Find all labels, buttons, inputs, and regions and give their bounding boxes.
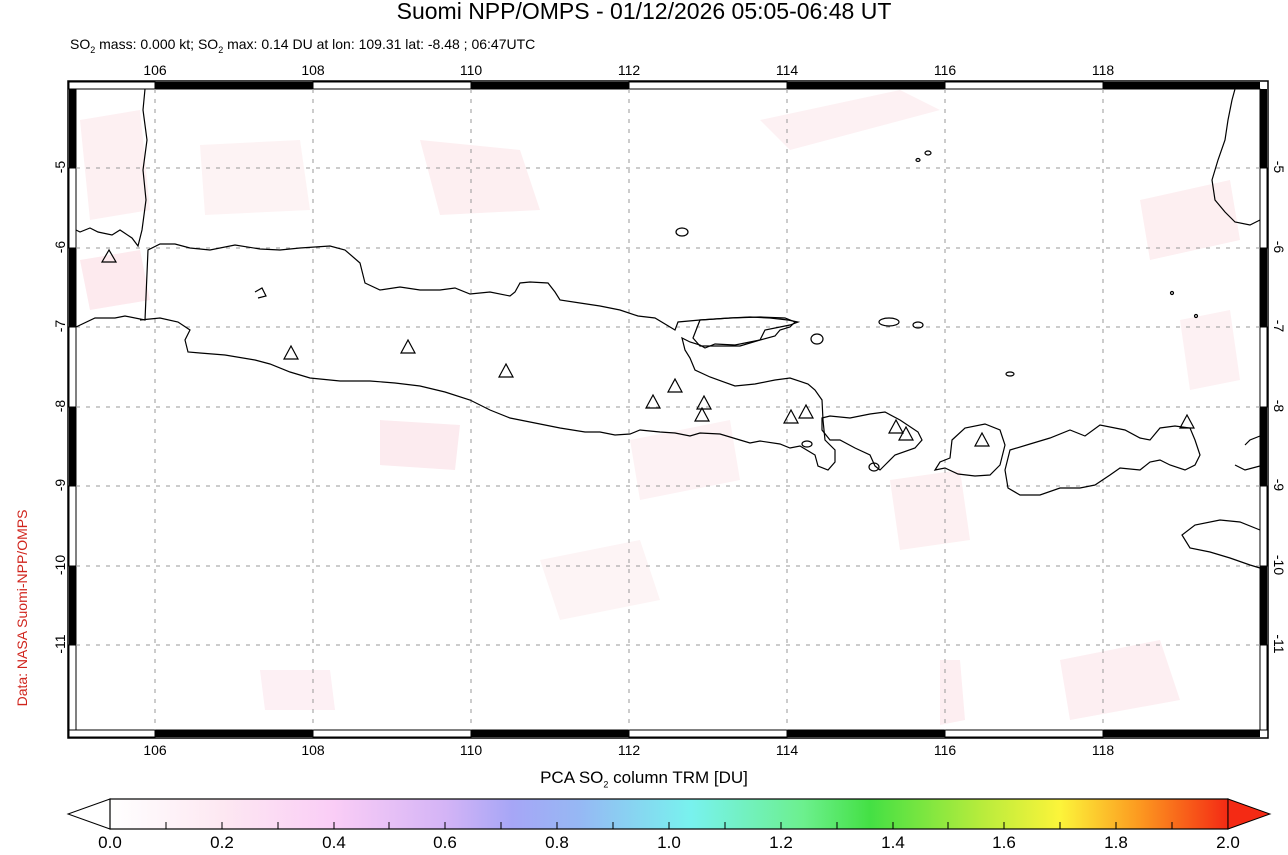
bottom-axis-bar xyxy=(68,729,1260,738)
map-frame xyxy=(67,80,1269,739)
volcano-icon xyxy=(1178,413,1196,429)
subscript: 2 xyxy=(218,44,224,55)
lon-tick-bottom: 108 xyxy=(301,742,325,758)
lon-tick-bottom: 114 xyxy=(775,742,799,758)
volcano-icon xyxy=(100,248,118,263)
colorbar-title: PCA SO2 column TRM [DU] xyxy=(0,768,1288,789)
volcano-icon xyxy=(497,362,515,378)
lat-tick-left: -8 xyxy=(52,399,68,413)
colorbar xyxy=(66,798,1272,830)
colorbar-label: 0.2 xyxy=(210,833,234,852)
volcano-icon xyxy=(644,393,662,409)
so2-label: SO xyxy=(70,36,91,52)
lon-tick-bottom: 106 xyxy=(143,742,167,758)
volcano-icon xyxy=(282,344,300,360)
colorbar-label: 0.6 xyxy=(433,833,457,852)
mass-text: mass: 0.000 kt; SO xyxy=(95,36,219,52)
colorbar-label: 0.8 xyxy=(545,833,569,852)
lon-tick-top: 108 xyxy=(301,62,325,78)
left-axis-bar xyxy=(68,89,77,731)
gridlines xyxy=(76,89,1260,730)
lon-tick-top: 116 xyxy=(933,62,957,78)
lat-tick-left: -5 xyxy=(52,160,68,174)
lat-tick-right: -9 xyxy=(1271,478,1287,492)
colorbar-min-arrow xyxy=(66,798,111,830)
so2-summary: SO2 mass: 0.000 kt; SO2 max: 0.14 DU at … xyxy=(70,36,535,55)
lon-tick-top: 110 xyxy=(459,62,483,78)
lon-tick-top: 114 xyxy=(775,62,799,78)
right-axis-bar xyxy=(1259,89,1268,731)
lon-tick-bottom: 110 xyxy=(459,742,483,758)
colorbar-title-suffix: column TRM [DU] xyxy=(608,768,748,787)
map-title: Suomi NPP/OMPS - 01/12/2026 05:05-06:48 … xyxy=(396,0,892,24)
lon-tick-bottom: 116 xyxy=(933,742,957,758)
lat-tick-right: -10 xyxy=(1271,554,1287,576)
lat-tick-right: -5 xyxy=(1271,160,1287,174)
lat-tick-right: -7 xyxy=(1271,319,1287,333)
colorbar-label: 1.0 xyxy=(657,833,681,852)
lat-tick-right: -8 xyxy=(1271,399,1287,413)
lon-tick-top: 106 xyxy=(143,62,167,78)
volcano-icon xyxy=(887,418,905,434)
max-text: max: 0.14 DU at lon: 109.31 lat: -8.48 ;… xyxy=(223,36,536,52)
lat-tick-left: -11 xyxy=(52,634,68,654)
colorbar-label: 0.4 xyxy=(322,833,346,852)
lat-tick-left: -10 xyxy=(52,554,68,576)
volcano-icon xyxy=(897,425,915,441)
coastlines xyxy=(75,88,1261,569)
lon-tick-bottom: 118 xyxy=(1091,742,1115,758)
lat-tick-left: -7 xyxy=(52,319,68,333)
colorbar-label: 1.4 xyxy=(881,833,905,852)
lon-tick-bottom: 112 xyxy=(617,742,641,758)
lat-tick-right: -6 xyxy=(1271,240,1287,254)
volcano-icon xyxy=(695,394,713,410)
subscript: 2 xyxy=(90,44,96,55)
colorbar-title-prefix: PCA SO xyxy=(540,768,604,787)
volcano-icon xyxy=(666,377,684,393)
lon-tick-top: 118 xyxy=(1091,62,1115,78)
volcano-icon xyxy=(797,403,815,419)
colorbar-label: 2.0 xyxy=(1216,833,1240,852)
lat-tick-right: -11 xyxy=(1271,634,1287,654)
colorbar-label: 1.8 xyxy=(1104,833,1128,852)
top-axis-bar xyxy=(68,81,1260,90)
colorbar-label: 0.0 xyxy=(98,833,122,852)
lat-tick-left: -6 xyxy=(52,240,68,254)
subscript: 2 xyxy=(603,779,609,790)
volcano-icon xyxy=(782,408,800,424)
colorbar-max-arrow xyxy=(1227,798,1272,830)
colorbar-label: 1.2 xyxy=(769,833,793,852)
volcano-icon xyxy=(399,338,417,354)
volcano-icon xyxy=(973,431,991,447)
lat-tick-left: -9 xyxy=(52,478,68,492)
so2-swath xyxy=(80,90,1240,725)
volcano-markers xyxy=(100,248,1196,447)
lon-tick-top: 112 xyxy=(617,62,641,78)
colorbar-label: 1.6 xyxy=(992,833,1016,852)
volcano-icon xyxy=(693,406,711,422)
